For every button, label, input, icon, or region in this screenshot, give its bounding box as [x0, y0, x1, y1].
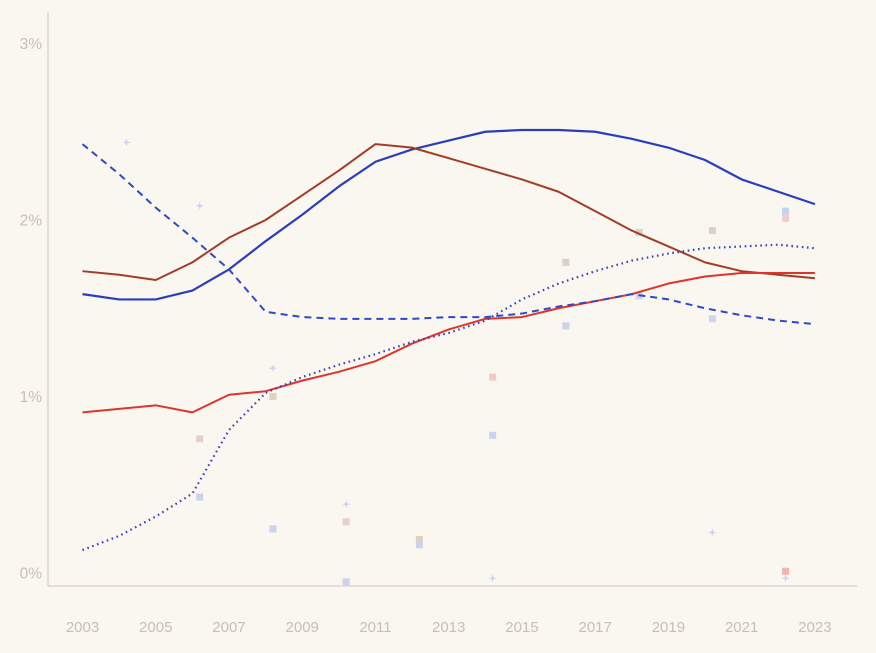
scatter-square-marker — [415, 541, 423, 549]
chart-line-blue-solid — [82, 128, 816, 301]
scatter-square-marker — [342, 518, 350, 526]
scatter-square-marker — [489, 431, 497, 439]
x-tick-label: 2007 — [212, 619, 245, 636]
scatter-square-marker — [708, 227, 716, 235]
scatter-square-marker — [782, 567, 790, 575]
scatter-square-marker — [562, 322, 570, 330]
y-tick-label: 2% — [20, 213, 43, 230]
scatter-sparkle-marker — [708, 528, 717, 537]
scatter-sparkle-marker — [341, 500, 351, 509]
scatter-square-marker — [635, 228, 643, 236]
chart-line-brick-solid — [82, 143, 815, 282]
scatter-square-marker — [196, 493, 204, 501]
y-tick-label: 3% — [20, 36, 43, 53]
scatter-sparkle-marker — [122, 138, 131, 147]
x-tick-label: 2003 — [66, 619, 99, 636]
scatter-square-marker — [196, 435, 204, 443]
scatter-square-marker — [708, 315, 716, 323]
x-tick-label: 2009 — [286, 619, 319, 636]
scatter-square-marker — [415, 535, 423, 543]
scatter-square-marker — [269, 393, 277, 400]
scatter-square-marker — [269, 525, 277, 533]
chart-line-blue-dotted — [82, 243, 816, 552]
scatter-square-marker — [562, 258, 570, 266]
x-tick-label: 2005 — [139, 619, 172, 636]
scatter-sparkle-marker — [195, 201, 204, 210]
x-tick-label: 2019 — [652, 619, 685, 636]
scatter-sparkle-marker — [268, 364, 278, 373]
x-tick-label: 2017 — [578, 619, 611, 636]
scatter-square-marker — [342, 578, 350, 586]
y-tick-label: 0% — [20, 566, 43, 583]
chart-line-blue-dashed — [81, 143, 815, 326]
x-tick-label: 2023 — [798, 619, 831, 636]
scatter-sparkle-marker — [781, 574, 790, 583]
y-tick-label: 1% — [20, 389, 43, 406]
chart-line-red-solid — [82, 271, 815, 414]
scatter-square-marker — [782, 214, 790, 222]
scatter-square-marker — [782, 207, 790, 215]
x-tick-label: 2021 — [725, 619, 758, 636]
x-tick-label: 2013 — [432, 619, 465, 636]
scatter-sparkle-marker — [488, 574, 497, 583]
x-tick-label: 2015 — [505, 619, 538, 636]
scatter-square-marker — [489, 373, 497, 381]
x-tick-label: 2011 — [359, 619, 391, 636]
